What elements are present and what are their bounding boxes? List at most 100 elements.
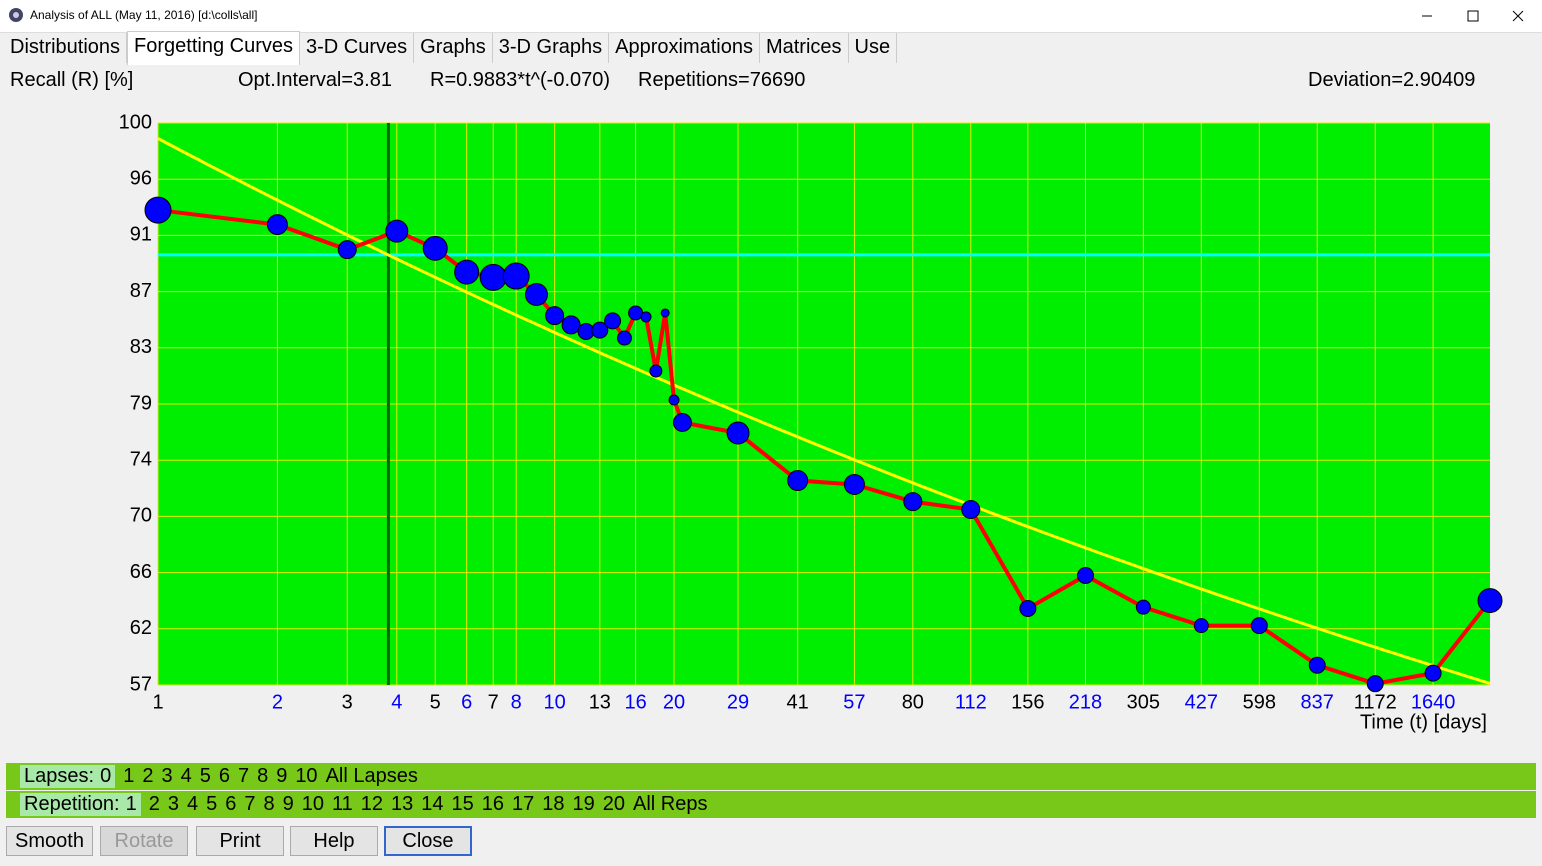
data-point [660, 308, 670, 318]
bar-item[interactable]: 20 [602, 793, 626, 815]
bar-item[interactable]: 7 [237, 765, 250, 787]
bar-item[interactable]: 14 [421, 793, 444, 815]
x-tick-label: 1172 [1354, 691, 1397, 713]
bar-item[interactable]: 2 [148, 793, 160, 815]
repetition-bar: Repetition: 1 2 3 4 5 6 7 8 9 10 11 12 13 14 15 16 17 18 19… [6, 791, 1536, 818]
data-point [649, 364, 663, 378]
bar-item[interactable]: 2 [142, 765, 154, 787]
y-tick-label: 83 [130, 336, 152, 358]
bar-item[interactable]: 5 [199, 765, 211, 787]
x-tick-label: 156 [1011, 691, 1044, 713]
bar-item[interactable]: 10 [301, 793, 324, 815]
x-tick-label: 80 [902, 691, 924, 713]
window-title: Analysis of ALL (May 11, 2016) [d:\colls… [30, 8, 258, 22]
bar-item: 0 [100, 765, 112, 787]
selected-item[interactable]: Repetition: 1 [20, 793, 141, 816]
bar-item[interactable]: 4 [187, 793, 199, 815]
x-tick-label: 112 [955, 691, 987, 713]
tab[interactable]: Use [848, 33, 898, 63]
data-point [1308, 656, 1326, 674]
bar-item[interactable]: 7 [244, 793, 256, 815]
data-point [454, 259, 480, 285]
data-point [591, 321, 609, 339]
bar-item[interactable]: 15 [451, 793, 474, 815]
bar-item[interactable]: All Reps [633, 793, 708, 815]
data-point [843, 473, 865, 495]
selected-item[interactable]: Lapses: 0 [20, 765, 116, 788]
y-tick-label: 66 [130, 561, 152, 583]
bar-item[interactable]: 6 [218, 765, 230, 787]
bar-item[interactable]: 9 [276, 765, 288, 787]
data-point [668, 394, 680, 406]
button[interactable]: Close [384, 826, 472, 856]
data-point [1076, 567, 1094, 585]
data-point [628, 305, 644, 321]
tab[interactable]: Graphs [414, 33, 493, 63]
data-point [672, 412, 692, 432]
tab[interactable]: 3-D Curves [300, 33, 415, 63]
bar-item[interactable]: 9 [282, 793, 294, 815]
tab[interactable]: Approximations [609, 33, 760, 63]
bar-item[interactable]: 10 [295, 765, 318, 787]
bar-item[interactable]: 3 [167, 793, 179, 815]
tab[interactable]: Forgetting Curves [127, 31, 301, 65]
x-tick-label: 8 [511, 691, 522, 713]
y-tick-label: 70 [130, 505, 152, 527]
bar-item[interactable]: All Lapses [325, 765, 418, 787]
bar-item[interactable]: 13 [391, 793, 414, 815]
data-point [1477, 588, 1503, 614]
formula: R=0.9883*t^(-0.070) [430, 69, 611, 91]
data-point [961, 500, 981, 520]
app-icon [9, 8, 23, 22]
bar-item[interactable]: 12 [360, 793, 384, 815]
x-tick-label: 57 [843, 691, 865, 713]
bar-item[interactable]: 16 [481, 793, 505, 815]
y-axis-title: Recall (R) [%] [10, 69, 134, 91]
bar-item[interactable]: 6 [225, 793, 237, 815]
x-tick-label: 3 [342, 691, 353, 713]
bar-item[interactable]: 11 [332, 793, 353, 815]
x-tick-label: 29 [727, 691, 749, 713]
button[interactable]: Smooth [6, 826, 93, 856]
x-tick-label: 6 [461, 691, 472, 713]
data-point [1135, 599, 1151, 615]
bar-item[interactable]: 19 [572, 793, 595, 815]
button: Rotate [100, 826, 188, 856]
title-bar: Analysis of ALL (May 11, 2016) [d:\colls… [0, 0, 1542, 33]
window-controls[interactable] [1410, 6, 1540, 26]
bar-item[interactable]: 4 [180, 765, 192, 787]
data-point [1193, 618, 1209, 634]
button[interactable]: Print [196, 826, 284, 856]
bar-item[interactable]: 3 [161, 765, 173, 787]
tab[interactable]: 3-D Graphs [492, 33, 610, 63]
tab-strip: Distributions Forgetting Curves 3-D Curves… [4, 31, 898, 65]
y-tick-label: 96 [130, 167, 152, 189]
x-tick-label: 1 [152, 691, 163, 713]
data-point [422, 235, 448, 261]
data-point [385, 219, 409, 243]
x-tick-label: 4 [391, 691, 402, 713]
button[interactable]: Help [290, 826, 378, 856]
x-tick-label: 13 [589, 691, 611, 713]
x-tick-label: 1640 [1411, 691, 1456, 713]
bar-item[interactable]: 18 [542, 793, 565, 815]
bar-item[interactable]: 5 [206, 793, 218, 815]
data-point [266, 214, 288, 236]
y-tick-label: 100 [119, 111, 152, 133]
tab[interactable]: Distributions [4, 33, 128, 63]
data-point [640, 311, 652, 323]
bar-item[interactable]: 8 [263, 793, 275, 815]
x-tick-label: 427 [1185, 691, 1218, 713]
bar-item: 1 [125, 793, 137, 815]
data-point [524, 283, 548, 307]
x-axis-title: Time (t) [days] [1360, 711, 1487, 733]
bar-item[interactable]: 1 [123, 765, 135, 787]
bar-item[interactable]: 17 [512, 793, 535, 815]
bar-item[interactable]: 8 [257, 765, 269, 787]
data-point [561, 315, 581, 335]
data-point [604, 312, 622, 330]
tab[interactable]: Matrices [759, 33, 849, 63]
data-point [726, 421, 750, 445]
data-point [616, 330, 632, 346]
